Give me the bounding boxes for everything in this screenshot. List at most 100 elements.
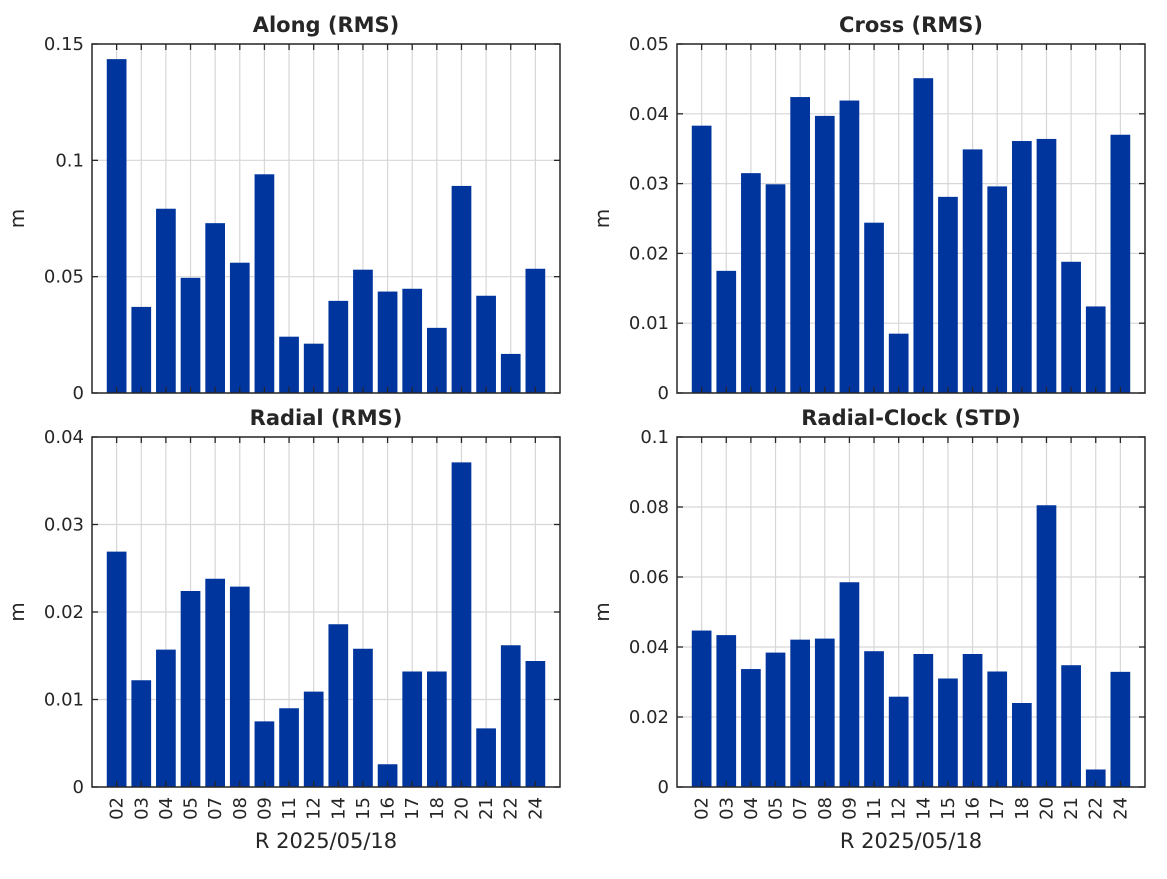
x-tick-label: 14 — [913, 797, 934, 820]
bar-24 — [1110, 134, 1131, 394]
x-tick-label: 24 — [1110, 797, 1131, 820]
bar-17 — [402, 671, 423, 787]
bar-11 — [279, 708, 299, 787]
bar-09 — [839, 582, 860, 787]
bar-03 — [716, 270, 737, 393]
bar-07 — [790, 639, 811, 787]
y-tick-label: 0.02 — [629, 707, 669, 728]
bar-05 — [765, 184, 786, 393]
bar-08 — [229, 262, 250, 393]
x-tick-label: 16 — [963, 797, 984, 820]
bar-08 — [814, 115, 835, 394]
axes-box — [91, 43, 561, 394]
bar-15 — [938, 196, 958, 393]
bar-21 — [476, 728, 496, 787]
x-tick-label: 21 — [1061, 797, 1082, 820]
bar-05 — [765, 652, 786, 787]
x-axis-label: R 2025/05/18 — [255, 829, 397, 853]
bar-12 — [888, 696, 909, 787]
bar-04 — [156, 649, 176, 787]
bar-09 — [254, 721, 275, 787]
x-tick-label: 07 — [790, 797, 811, 820]
bar-08 — [814, 638, 835, 787]
bar-17 — [987, 186, 1008, 393]
y-tick-label: 0.02 — [44, 602, 84, 623]
x-tick-label: 15 — [353, 797, 374, 820]
y-axis-label: m — [590, 602, 614, 621]
y-tick-label: 0.05 — [629, 34, 669, 55]
bar-04 — [741, 669, 761, 787]
x-tick-label: 11 — [864, 797, 885, 820]
x-tick-label: 09 — [839, 797, 860, 820]
x-axis-label: R 2025/05/18 — [840, 829, 982, 853]
bar-02 — [106, 551, 127, 787]
bar-21 — [1061, 261, 1081, 393]
x-tick-label: 24 — [525, 797, 546, 820]
bar-20 — [451, 462, 472, 787]
bar-17 — [987, 671, 1008, 787]
bar-14 — [328, 300, 349, 393]
x-tick-label: 14 — [328, 797, 349, 820]
x-tick-label: 07 — [205, 797, 226, 820]
x-tick-label: 04 — [156, 797, 177, 820]
bar-22 — [1085, 769, 1106, 787]
bar-04 — [741, 173, 761, 393]
x-tick-label: 18 — [1012, 797, 1033, 820]
x-tick-label: 15 — [938, 797, 959, 820]
panel-title: Radial-Clock (STD) — [801, 406, 1021, 430]
y-tick-label: 0.15 — [44, 34, 84, 55]
bar-12 — [888, 333, 909, 393]
y-tick-label: 0.06 — [629, 567, 669, 588]
y-tick-label: 0.03 — [629, 174, 669, 195]
x-tick-label: 12 — [889, 797, 910, 820]
bar-02 — [106, 59, 127, 394]
bar-09 — [254, 174, 275, 393]
x-tick-label: 08 — [230, 797, 251, 820]
bar-02 — [691, 630, 712, 787]
y-tick-label: 0 — [658, 383, 669, 404]
bar-09 — [839, 100, 860, 394]
y-tick-label: 0.1 — [55, 150, 84, 171]
y-axis-label: m — [5, 209, 29, 228]
bar-12 — [303, 691, 324, 787]
y-tick-label: 0 — [73, 777, 84, 798]
axes-box — [676, 43, 1146, 394]
bar-16 — [377, 764, 398, 787]
y-tick-label: 0.02 — [629, 243, 669, 264]
x-tick-label: 12 — [304, 797, 325, 820]
bar-24 — [525, 268, 546, 393]
panel-title: Radial (RMS) — [250, 406, 403, 430]
bar-14 — [913, 78, 934, 394]
bar-14 — [328, 624, 349, 787]
axes-box — [676, 436, 1146, 788]
bar-14 — [913, 654, 934, 787]
bar-21 — [1061, 665, 1081, 787]
bar-03 — [131, 306, 152, 393]
y-tick-label: 0 — [73, 383, 84, 404]
bar-22 — [1085, 306, 1106, 393]
bar-17 — [402, 288, 423, 393]
bar-18 — [1011, 703, 1032, 787]
x-tick-label: 20 — [1036, 797, 1057, 820]
chart-panel-4: 0 0.02 0.04 0.06 0.08 0.1 02 03 04 05 07 08 09 11 12 14… — [590, 406, 1146, 853]
x-tick-label: 17 — [987, 797, 1008, 820]
x-tick-label: 21 — [476, 797, 497, 820]
x-tick-label: 05 — [766, 797, 787, 820]
x-tick-label: 05 — [181, 797, 202, 820]
bar-20 — [1036, 138, 1057, 393]
y-tick-label: 0.01 — [629, 313, 669, 334]
x-tick-label: 09 — [254, 797, 275, 820]
bar-11 — [279, 336, 299, 393]
y-tick-label: 0.08 — [629, 497, 669, 518]
bar-16 — [962, 149, 983, 393]
bar-22 — [500, 353, 521, 393]
chart-panel-2: 0 0.01 0.02 0.03 0.04 0.05 Cross (RMS) m — [590, 13, 1146, 404]
x-tick-label: 11 — [279, 797, 300, 820]
x-tick-label: 22 — [1086, 797, 1107, 820]
y-tick-label: 0.1 — [640, 427, 669, 448]
y-tick-label: 0.01 — [44, 690, 84, 711]
y-axis-label: m — [5, 602, 29, 621]
bar-18 — [426, 671, 447, 787]
